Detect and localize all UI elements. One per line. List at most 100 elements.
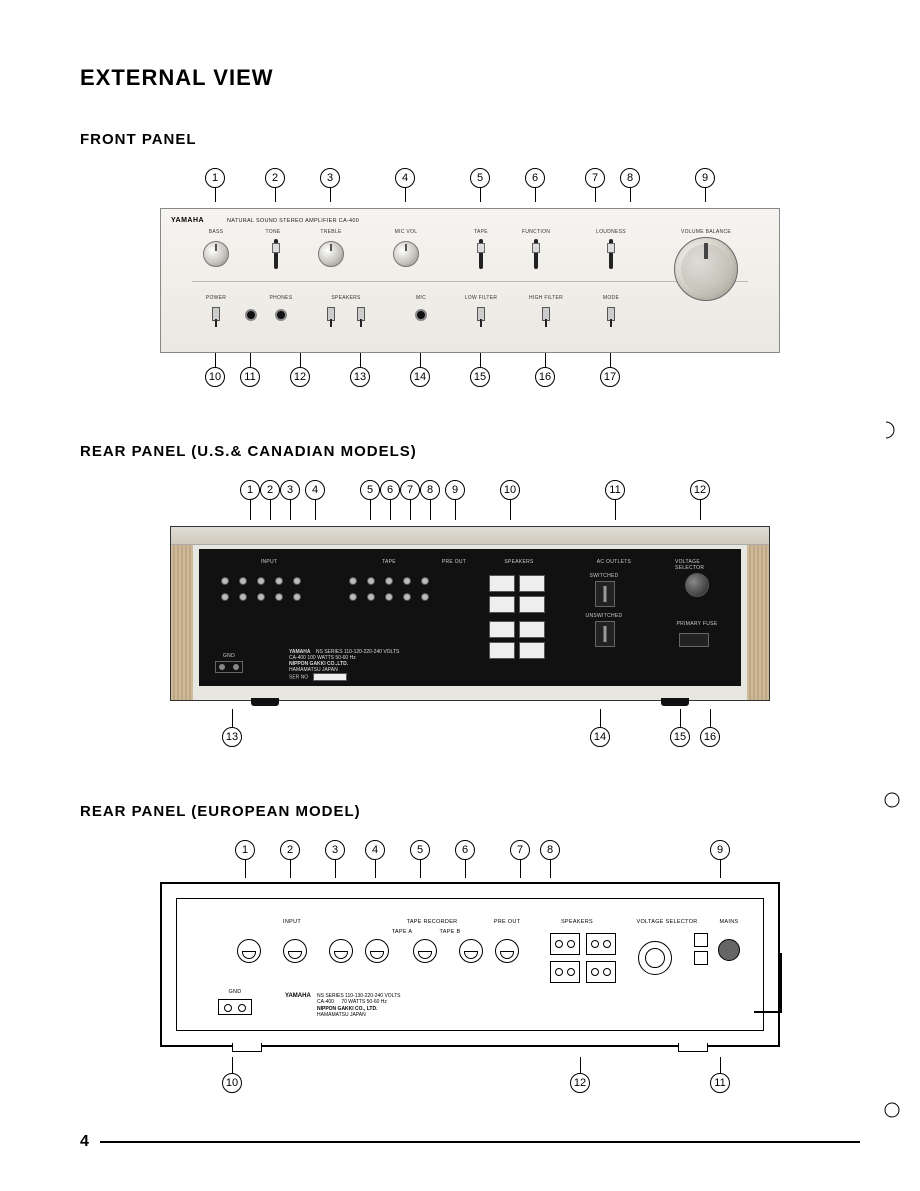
callout-circle: 9 (695, 168, 715, 188)
label-power: POWER (206, 295, 226, 301)
rear-us-heading: REAR PANEL (U.S.& CANADIAN MODELS) (80, 443, 860, 460)
rca-jack (239, 593, 247, 601)
rca-jack (293, 577, 301, 585)
front-top-callouts: 1 2 3 4 5 6 7 8 9 (160, 168, 780, 208)
label-acoutlets: AC OUTLETS (597, 559, 631, 565)
callout-circle: 5 (410, 840, 430, 860)
rear-eu-top-callouts: 1 2 3 4 5 6 7 8 9 (160, 840, 780, 882)
speaker-socket (550, 961, 580, 983)
rca-jack (257, 577, 265, 585)
rca-jack (421, 577, 429, 585)
chassis-foot (232, 1043, 262, 1052)
volume-balance-knob (674, 237, 738, 301)
treble-knob (318, 241, 344, 267)
rear-eu-bottom-callouts: 10 12 11 (160, 1057, 780, 1099)
label-taperec: TAPE RECORDER (407, 919, 458, 925)
speaker-terminals-a (489, 575, 545, 613)
label-input: INPUT (261, 559, 278, 565)
callout-circle: 7 (400, 480, 420, 500)
speaker-socket (586, 961, 616, 983)
callout-circle: 9 (445, 480, 465, 500)
label-vs: VOLTAGE SELECTOR (675, 559, 719, 571)
gnd-terminals (218, 999, 252, 1015)
nameplate-made: HAMAMATSU JAPAN (317, 1012, 366, 1018)
label-mains: MAINS (720, 919, 739, 925)
label-gnd: GND (223, 653, 235, 659)
callout-circle: 2 (260, 480, 280, 500)
label-fuse: PRIMARY FUSE (677, 621, 718, 627)
loudness-lever (607, 239, 615, 269)
rca-jack (239, 577, 247, 585)
callout-circle: 13 (222, 727, 242, 747)
page-number: 4 (80, 1133, 89, 1151)
din-socket (495, 939, 519, 963)
speaker-socket (586, 933, 616, 955)
label-mode: MODE (603, 295, 619, 301)
page-rule (100, 1141, 860, 1143)
rca-jack (403, 577, 411, 585)
callout-circle: 15 (670, 727, 690, 747)
voltage-selector (638, 941, 672, 975)
callout-circle: 3 (320, 168, 340, 188)
rca-jack (349, 593, 357, 601)
callout-circle: 4 (365, 840, 385, 860)
highfilter-toggle (541, 307, 551, 329)
nameplate-watts: 70 WATTS 50-60 Hz (341, 999, 387, 1005)
power-toggle (211, 307, 221, 329)
label-mic: MIC (416, 295, 426, 301)
label-tapea: TAPE A (392, 929, 413, 935)
label-volbal: VOLUME BALANCE (681, 229, 731, 235)
callout-circle: 8 (540, 840, 560, 860)
din-socket (459, 939, 483, 963)
speaker-terminals-b (489, 621, 545, 659)
callout-circle: 6 (525, 168, 545, 188)
callout-circle: 3 (280, 480, 300, 500)
mains-socket (718, 939, 740, 961)
rca-jack (367, 593, 375, 601)
rca-jack (257, 593, 265, 601)
din-socket (237, 939, 261, 963)
front-panel-heading: FRONT PANEL (80, 131, 860, 148)
punch-hole-icon (882, 420, 902, 440)
callout-circle: 8 (620, 168, 640, 188)
front-panel-section: FRONT PANEL 1 2 3 4 5 6 7 8 9 YAMAHA NAT… (80, 131, 860, 393)
speaker-socket (550, 933, 580, 955)
callout-circle: 6 (455, 840, 475, 860)
label-speakers: SPEAKERS (561, 919, 593, 925)
callout-circle: 6 (380, 480, 400, 500)
lowfilter-toggle (476, 307, 486, 329)
label-switched: SWITCHED (589, 573, 618, 579)
label-speakers: SPEAKERS (504, 559, 533, 565)
callout-circle: 12 (290, 367, 310, 387)
din-socket (365, 939, 389, 963)
rear-us-section: REAR PANEL (U.S.& CANADIAN MODELS) 1 2 3… (80, 443, 860, 753)
nameplate-brand: YAMAHA (285, 993, 311, 999)
indicator-lamp (245, 309, 257, 321)
brand-label: YAMAHA (171, 217, 204, 224)
label-vs: VOLTAGE SELECTOR (636, 919, 697, 925)
rca-jack (221, 577, 229, 585)
front-bottom-callouts: 10 11 12 13 14 15 16 17 (160, 353, 780, 393)
rear-us-bottom-callouts: 13 14 15 16 (170, 709, 770, 753)
callout-circle: 5 (360, 480, 380, 500)
rear-eu-heading: REAR PANEL (EUROPEAN MODEL) (80, 803, 860, 820)
label-function: FUNCTION (522, 229, 550, 235)
label-micvol: MIC VOL (395, 229, 418, 235)
din-socket (413, 939, 437, 963)
rear-us-top-callouts: 1 2 3 4 5 6 7 8 9 10 11 12 (170, 480, 770, 526)
label-phones: PHONES (270, 295, 293, 301)
rca-jack (385, 593, 393, 601)
callout-circle: 4 (305, 480, 325, 500)
mode-toggle (606, 307, 616, 329)
callout-circle: 9 (710, 840, 730, 860)
speakers-a-toggle (326, 307, 336, 329)
callout-circle: 2 (280, 840, 300, 860)
label-gnd: GND (228, 989, 241, 995)
callout-circle: 10 (222, 1073, 242, 1093)
rca-jack (421, 593, 429, 601)
callout-circle: 7 (585, 168, 605, 188)
serial-label: SER NO (289, 674, 308, 680)
callout-circle: 5 (470, 168, 490, 188)
callout-circle: 1 (240, 480, 260, 500)
rear-eu-section: REAR PANEL (EUROPEAN MODEL) 1 2 3 4 5 6 … (80, 803, 860, 1099)
